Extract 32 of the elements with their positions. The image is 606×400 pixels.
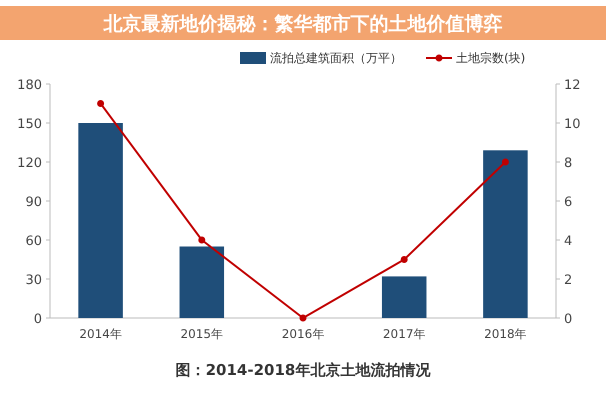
point <box>198 236 206 244</box>
bar <box>78 123 123 318</box>
legend-label: 流拍总建筑面积（万平） <box>270 51 402 65</box>
point <box>300 314 306 322</box>
y-tick-label: 150 <box>17 117 42 132</box>
bar <box>483 150 528 318</box>
y-tick-label: 120 <box>17 156 42 171</box>
x-tick-label: 2018年 <box>484 327 527 341</box>
y2-tick-label: 12 <box>564 78 581 93</box>
text: 图：2014-2018年北京土地流拍情况 <box>176 361 432 379</box>
y2-tick-label: 10 <box>564 117 581 132</box>
legend-label: 土地宗数(块) <box>456 51 526 65</box>
bar <box>180 246 224 318</box>
x-tick-label: 2014年 <box>79 327 122 341</box>
y2-tick-label: 6 <box>564 195 572 210</box>
y2-tick-label: 0 <box>564 312 572 327</box>
y-tick-label: 30 <box>25 273 42 288</box>
y-tick-label: 60 <box>25 234 42 249</box>
point <box>502 158 509 166</box>
y2-tick-label: 4 <box>564 234 572 249</box>
y-tick-label: 90 <box>25 195 42 210</box>
y2-tick-label: 2 <box>564 273 572 288</box>
x-tick-label: 2015年 <box>180 327 224 341</box>
point <box>97 100 104 107</box>
bar <box>382 276 426 318</box>
point <box>400 256 408 263</box>
x-tick-label: 2016年 <box>282 327 324 341</box>
y-tick-label: 180 <box>17 78 42 93</box>
y-tick-label: 0 <box>34 312 42 327</box>
y2-tick-label: 8 <box>564 156 572 171</box>
x-tick-label: 2017年 <box>382 327 426 341</box>
chart-title: 北京最新地价揭秘：繁华都市下的土地价值博弈 <box>102 13 502 35</box>
